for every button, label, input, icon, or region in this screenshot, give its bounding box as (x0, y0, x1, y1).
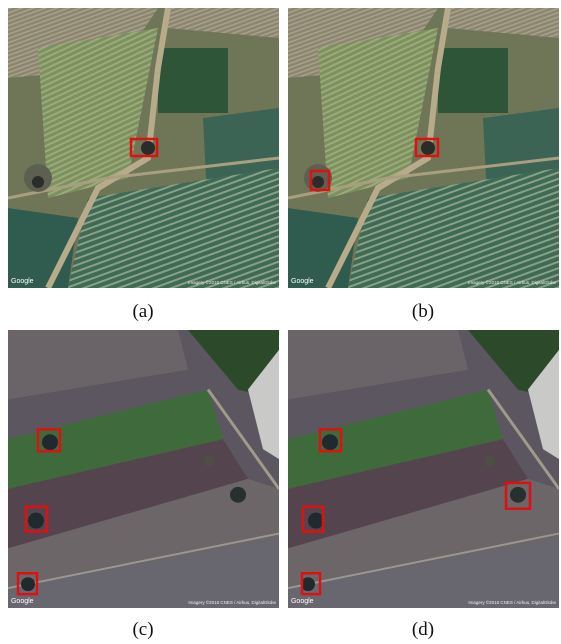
caption: (a) (113, 301, 173, 323)
satellite-image: Google Imagery ©2018 CNES / Airbus, Digi… (288, 330, 559, 608)
page: Google Imagery ©2018 CNES / Airbus, Digi… (0, 0, 561, 644)
logo: Google (291, 598, 314, 605)
logo: Google (11, 278, 34, 285)
attribution: Imagery ©2018 CNES / Airbus, DigitalGlob… (188, 599, 276, 605)
satellite-image: Google Imagery ©2018 CNES / Airbus, Digi… (8, 8, 279, 288)
attribution: Imagery ©2018 CNES / Airbus, DigitalGlob… (468, 279, 556, 285)
logo: Google (11, 598, 34, 605)
satellite-image: Google Imagery ©2018 CNES / Airbus, Digi… (288, 8, 559, 288)
logo: Google (291, 278, 314, 285)
caption: (c) (113, 619, 173, 641)
satellite-image: Google Imagery ©2018 CNES / Airbus, Digi… (8, 330, 279, 608)
attribution: Imagery ©2018 CNES / Airbus, DigitalGlob… (188, 279, 276, 285)
caption: (b) (393, 301, 453, 323)
caption: (d) (393, 619, 453, 641)
attribution: Imagery ©2018 CNES / Airbus, DigitalGlob… (468, 599, 556, 605)
